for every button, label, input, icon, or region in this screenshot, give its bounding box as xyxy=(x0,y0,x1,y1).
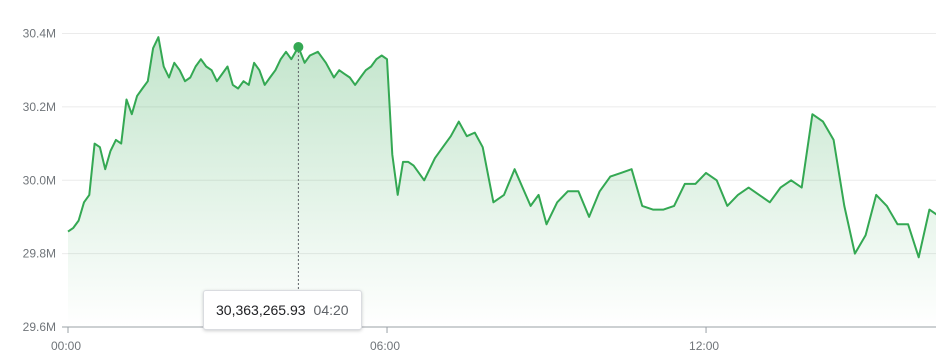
x-tick-label: 12:00 xyxy=(689,339,719,353)
y-tick-label: 30.2M xyxy=(23,100,56,114)
area-fill xyxy=(68,37,936,327)
y-axis: 29.6M 29.8M 30.0M 30.2M 30.4M xyxy=(23,27,56,335)
hover-tooltip: 30,363,265.93 04:20 xyxy=(203,290,362,330)
y-tick-label: 29.8M xyxy=(23,247,56,261)
tooltip-value: 30,363,265.93 xyxy=(216,302,306,318)
x-tick-label: 06:00 xyxy=(370,339,400,353)
tooltip-time: 04:20 xyxy=(313,302,349,318)
y-tick-label: 30.0M xyxy=(23,173,56,187)
y-tick-label: 29.6M xyxy=(23,320,56,334)
x-axis: 00:00 06:00 12:00 xyxy=(51,327,719,353)
y-tick-label: 30.4M xyxy=(23,27,56,41)
hover-point-marker[interactable] xyxy=(293,41,304,52)
x-tick-label: 00:00 xyxy=(51,339,81,353)
series-line[interactable] xyxy=(67,36,936,259)
